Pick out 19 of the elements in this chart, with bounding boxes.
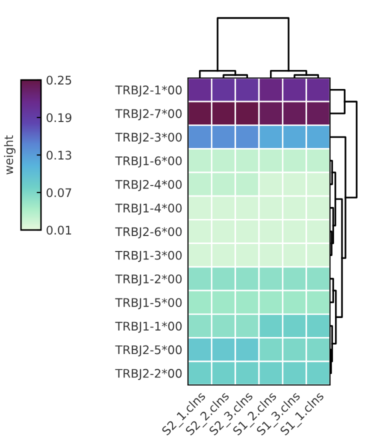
- y-tick-label: TRBJ2-5*00: [115, 345, 182, 356]
- y-tick-label: TRBJ2-3*00: [115, 132, 182, 144]
- color-bar-label: 0.07: [46, 188, 72, 198]
- y-tick-label: TRBJ1-3*00: [115, 250, 182, 262]
- color-bar-label: 0.13: [46, 150, 72, 160]
- y-tick-label: TRBJ1-1*00: [115, 322, 182, 333]
- y-tick-label: TRBJ2-4*00: [115, 180, 182, 192]
- y-tick-label: TRBJ2-1*00: [115, 86, 182, 97]
- color-bar-label: 0.25: [46, 76, 72, 85]
- y-tick-label: TRBJ2-2*00: [115, 368, 182, 380]
- y-tick-label: TRBJ2-7*00: [115, 109, 182, 120]
- color-bar-title: weight: [4, 135, 16, 174]
- y-tick-label: TRBJ1-2*00: [115, 274, 182, 286]
- color-bar-label: 0.19: [46, 113, 72, 122]
- y-tick-label: TRBJ1-5*00: [115, 298, 182, 310]
- y-tick-label: TRBJ2-6*00: [115, 227, 182, 238]
- y-tick-label: TRBJ1-6*00: [115, 156, 182, 168]
- y-tick-label: TRBJ1-4*00: [115, 204, 182, 215]
- color-bar-label: 0.01: [46, 226, 72, 235]
